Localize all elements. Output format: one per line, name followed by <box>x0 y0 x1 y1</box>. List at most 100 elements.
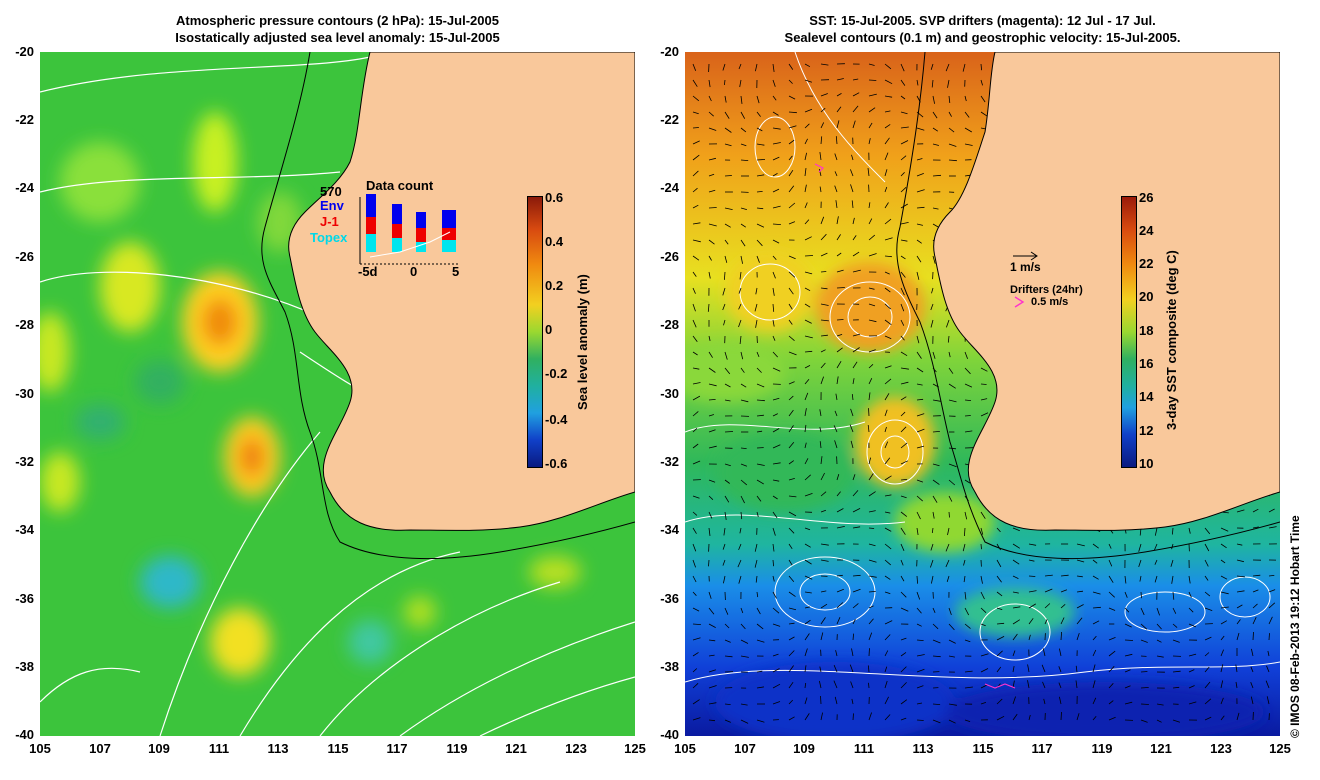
velocity-arrow <box>868 632 873 641</box>
velocity-arrow <box>850 408 854 417</box>
left-xtick: 111 <box>208 741 230 756</box>
velocity-arrow <box>708 719 716 722</box>
velocity-arrow <box>850 169 854 177</box>
left-cb-tick-3: 0.2 <box>545 278 564 293</box>
right-ytick: -24 <box>660 180 679 195</box>
left-xtick: 125 <box>624 741 646 756</box>
velocity-arrow <box>948 511 950 518</box>
velocity-arrow <box>964 367 971 375</box>
velocity-arrow <box>1188 669 1195 673</box>
velocity-arrow <box>868 234 876 241</box>
velocity-arrow <box>756 223 765 228</box>
left-xtick: 115 <box>327 741 349 756</box>
velocity-arrow <box>948 607 952 616</box>
velocity-arrow <box>930 543 934 551</box>
velocity-arrow <box>788 495 797 498</box>
left-title-line1: Atmospheric pressure contours (2 hPa): 1… <box>176 13 499 28</box>
velocity-arrow <box>820 122 825 129</box>
velocity-arrow <box>692 319 697 328</box>
velocity-arrow <box>884 696 889 705</box>
velocity-arrow <box>850 440 854 449</box>
velocity-arrow <box>740 207 748 210</box>
drifters-legend-speed: 0.5 m/s <box>1031 296 1069 308</box>
velocity-arrow <box>1076 575 1083 578</box>
velocity-arrow <box>772 527 776 536</box>
velocity-arrow <box>724 351 728 360</box>
velocity-arrow <box>1108 700 1114 705</box>
velocity-arrow <box>1236 632 1240 641</box>
velocity-arrow <box>1268 589 1276 593</box>
left-title: Atmospheric pressure contours (2 hPa): 1… <box>40 12 635 46</box>
velocity-arrow <box>868 93 877 97</box>
velocity-arrow <box>788 460 795 465</box>
velocity-arrow <box>932 479 940 485</box>
velocity-arrow <box>980 607 987 613</box>
velocity-arrow <box>756 351 760 358</box>
velocity-arrow <box>740 223 747 228</box>
velocity-arrow <box>852 633 854 641</box>
velocity-arrow <box>820 590 827 593</box>
velocity-arrow <box>1027 680 1030 689</box>
velocity-arrow <box>772 335 776 341</box>
velocity-arrow <box>884 575 891 580</box>
velocity-arrow <box>1171 543 1174 550</box>
velocity-arrow <box>788 395 794 401</box>
velocity-arrow <box>1092 635 1097 641</box>
velocity-arrow <box>788 351 797 356</box>
velocity-arrow <box>1075 680 1078 689</box>
velocity-arrow <box>852 574 861 577</box>
velocity-arrow <box>740 351 744 360</box>
velocity-arrow <box>980 623 986 627</box>
velocity-arrow <box>884 169 888 177</box>
velocity-arrow <box>788 591 796 597</box>
velocity-arrow <box>884 409 888 417</box>
velocity-arrow <box>804 424 807 433</box>
velocity-arrow <box>692 154 700 161</box>
left-map-panel[interactable]: Data count 570 Env J-1 Topex -5d 0 5 <box>40 52 635 736</box>
velocity-arrow <box>835 136 838 145</box>
velocity-arrow <box>948 143 957 147</box>
velocity-arrow <box>788 185 795 193</box>
velocity-arrow <box>788 303 793 310</box>
velocity-arrow <box>836 347 843 353</box>
left-map-svg <box>40 52 635 736</box>
velocity-arrow <box>1028 603 1037 609</box>
velocity-arrow <box>916 206 925 209</box>
velocity-arrow <box>852 235 857 241</box>
velocity-arrow <box>884 365 892 369</box>
left-xtick: 105 <box>29 741 51 756</box>
inset-xtick-start: -5d <box>358 264 378 279</box>
velocity-arrow <box>724 623 730 629</box>
velocity-arrow <box>1124 607 1130 613</box>
velocity-arrow <box>772 511 778 519</box>
velocity-arrow <box>836 617 841 625</box>
velocity-arrow <box>900 351 908 357</box>
velocity-arrow <box>724 239 729 245</box>
velocity-arrow <box>900 411 906 417</box>
velocity-arrow <box>692 559 696 568</box>
velocity-arrow <box>756 479 764 485</box>
velocity-arrow <box>1156 607 1160 616</box>
velocity-arrow <box>1140 607 1145 616</box>
velocity-arrow <box>852 269 861 273</box>
velocity-arrow <box>788 169 794 177</box>
left-xtick: 119 <box>446 741 468 756</box>
velocity-arrow <box>820 362 826 369</box>
velocity-arrow <box>1028 590 1037 593</box>
velocity-arrow <box>1076 590 1084 593</box>
inset-env-label: Env <box>320 198 344 213</box>
velocity-arrow <box>755 63 758 72</box>
velocity-arrow <box>900 495 907 499</box>
velocity-arrow <box>834 410 838 417</box>
velocity-arrow <box>1188 575 1191 584</box>
velocity-arrow <box>948 351 951 358</box>
velocity-arrow <box>1204 681 1211 689</box>
right-map-panel[interactable]: 1 m/s Drifters (24hr) 0.5 m/s <box>685 52 1280 736</box>
velocity-arrow <box>900 367 909 370</box>
velocity-arrow <box>980 668 989 673</box>
velocity-arrow <box>948 703 957 706</box>
velocity-arrow <box>900 140 909 145</box>
velocity-arrow <box>722 287 726 296</box>
velocity-arrow <box>692 111 699 115</box>
velocity-arrow <box>964 383 973 388</box>
